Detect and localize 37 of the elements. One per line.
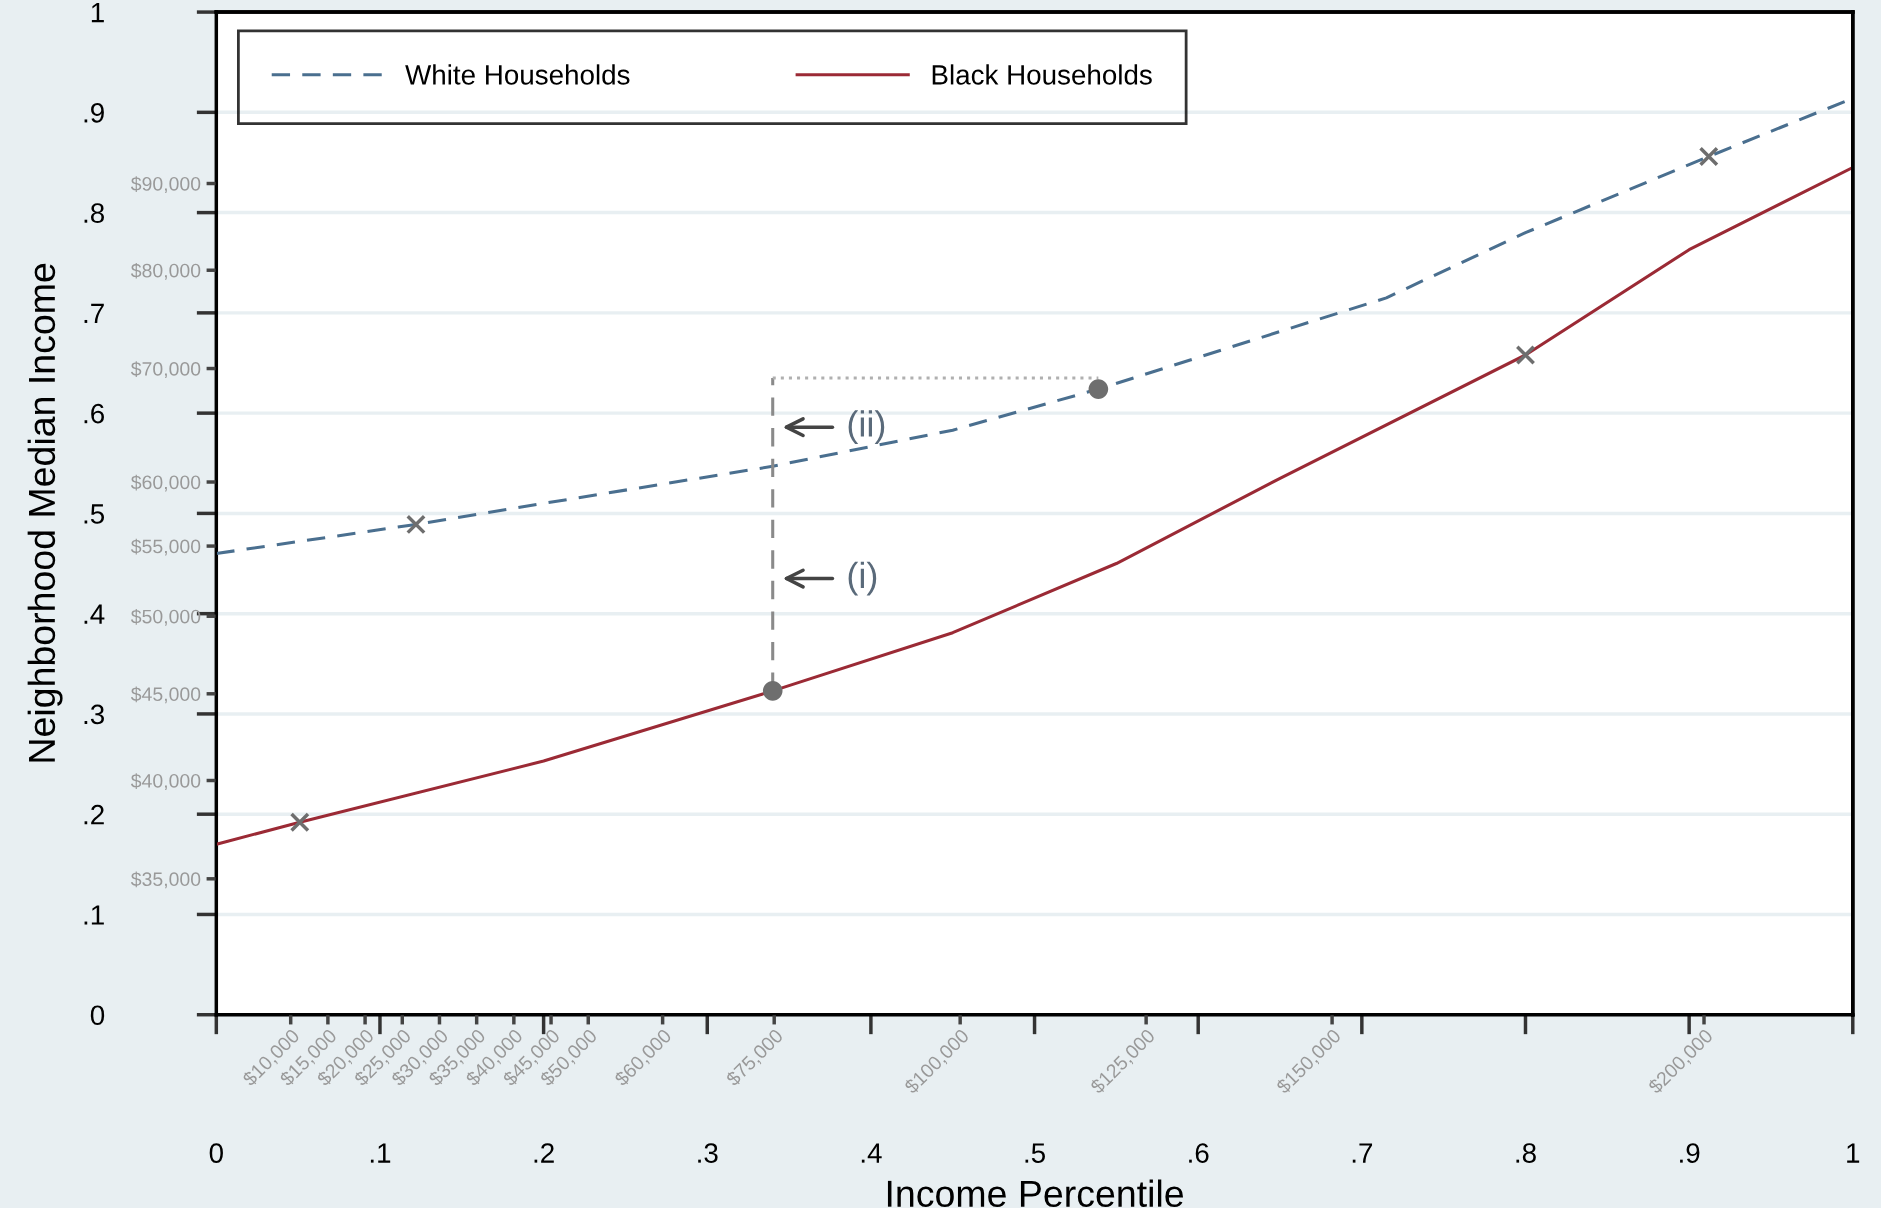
legend-label: Black Households: [932, 64, 1152, 85]
y-tick-label: 0: [90, 1005, 105, 1026]
y-tick-label: .1: [84, 905, 104, 925]
x-axis-title: Income Percentile: [887, 1179, 1183, 1208]
y-tick-label: .3: [84, 704, 104, 725]
y-tick-label: .7: [84, 303, 104, 323]
x-tick-label: .2: [534, 1143, 554, 1163]
y2-tick-label: $50,000: [130, 608, 201, 626]
y-tick-label: .2: [84, 804, 104, 825]
y2-tick-label: $70,000: [130, 361, 201, 379]
x-tick-label: .5: [1025, 1143, 1045, 1163]
y2-tick-label: $90,000: [130, 176, 201, 194]
legend-label: White Households: [405, 64, 630, 85]
annotation: (i): [848, 561, 877, 596]
y2-tick-label: $45,000: [130, 686, 201, 704]
x-tick-label: 0: [209, 1143, 223, 1163]
x-tick-label: .7: [1352, 1143, 1373, 1163]
x-tick-label: .9: [1680, 1143, 1700, 1163]
y2-tick-label: $35,000: [130, 871, 201, 889]
y-tick-label: .6: [84, 403, 104, 424]
y2-tick-label: $80,000: [130, 262, 201, 280]
x-tick-label: .3: [698, 1143, 718, 1163]
y2-tick-label: $55,000: [130, 538, 201, 556]
x-tick-label: .4: [861, 1143, 882, 1163]
y2-tick-label: $40,000: [130, 773, 201, 791]
y-tick-label: 1: [91, 3, 104, 23]
y-axis-title: Neighborhood Median Income: [27, 263, 63, 762]
x-tick-label: .6: [1189, 1143, 1209, 1163]
annotation: (ii): [848, 410, 885, 444]
y-tick-label: .4: [84, 604, 105, 624]
y2-tick-label: $60,000: [130, 474, 201, 492]
x-tick-label: .8: [1516, 1143, 1536, 1163]
x-tick-label: .1: [370, 1143, 391, 1163]
y-tick-label: .8: [84, 203, 104, 223]
y-tick-label: .9: [84, 103, 104, 123]
y-tick-label: .5: [84, 504, 105, 524]
x-tick-label: 1: [1847, 1143, 1860, 1163]
